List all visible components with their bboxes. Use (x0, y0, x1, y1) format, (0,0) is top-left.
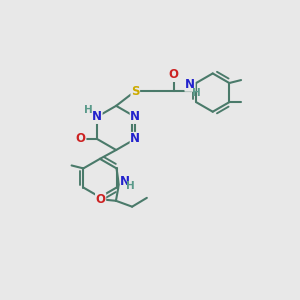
Text: N: N (92, 110, 102, 123)
Text: N: N (185, 78, 195, 91)
Text: H: H (126, 181, 135, 191)
Text: O: O (76, 133, 86, 146)
Text: O: O (169, 68, 178, 81)
Text: N: N (130, 133, 140, 146)
Text: H: H (192, 88, 200, 98)
Text: O: O (96, 193, 106, 206)
Text: N: N (130, 110, 140, 123)
Text: H: H (84, 105, 93, 116)
Text: S: S (131, 85, 140, 98)
Text: N: N (120, 175, 130, 188)
